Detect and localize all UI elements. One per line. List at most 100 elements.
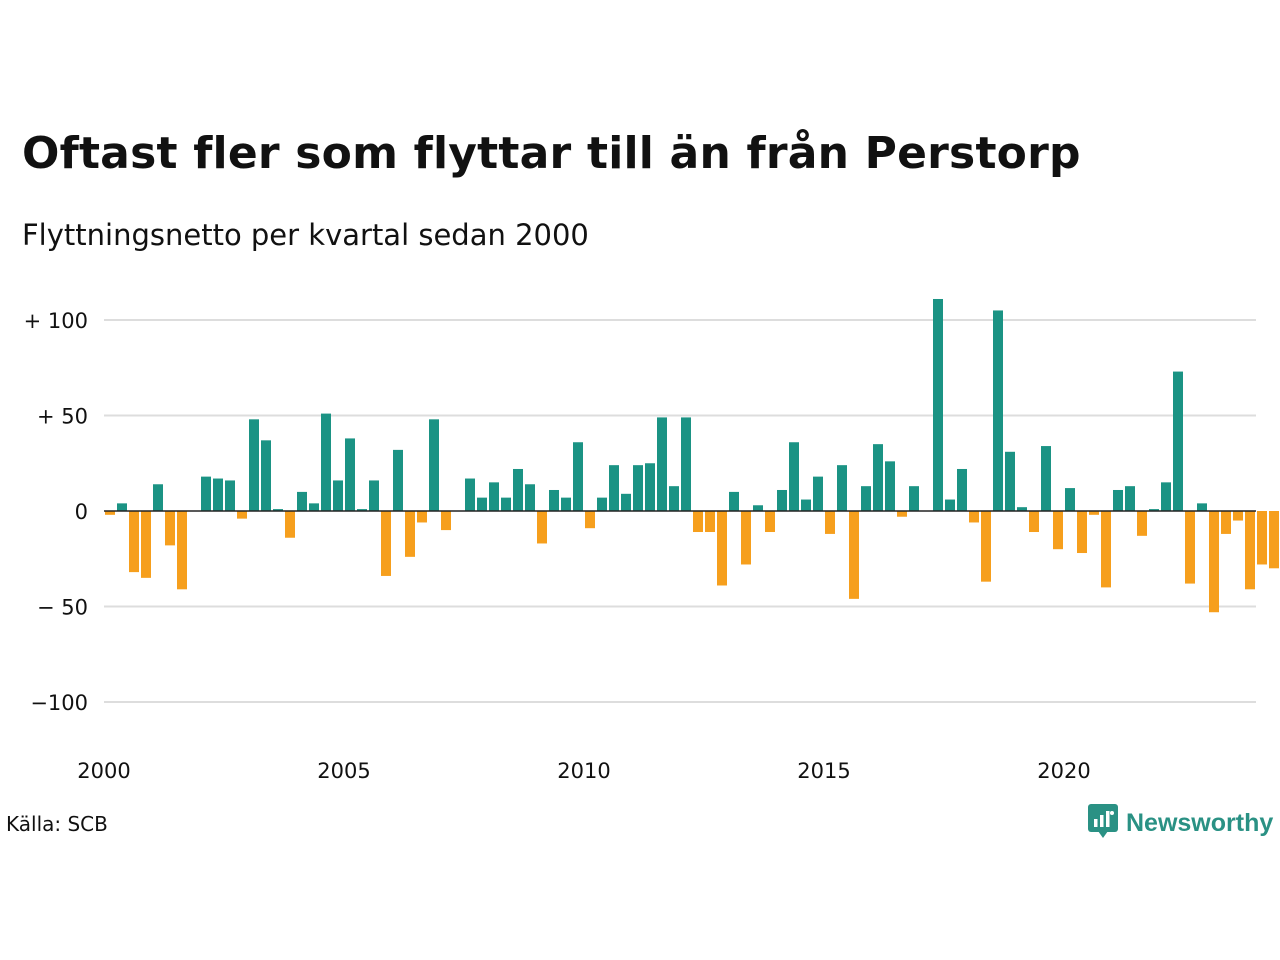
bar [789,442,799,511]
bar [729,491,739,511]
bar [873,444,883,511]
bar [957,468,967,511]
bar [621,493,631,511]
bar [705,511,715,533]
bar [585,511,595,529]
bar [1221,511,1231,534]
bar [741,511,751,565]
bar [837,465,847,511]
bar [597,497,607,511]
bar [657,417,667,511]
bar [273,509,283,511]
bar [537,511,547,544]
bar [513,468,523,511]
y-tick-label: + 100 [24,309,88,333]
bar [381,511,391,576]
bar [1161,482,1171,511]
x-tick-label: 2010 [557,759,610,783]
brand-name: Newsworthy [1126,808,1274,837]
bar [669,486,679,511]
bar [1233,511,1243,521]
bar [1041,446,1051,511]
bar [105,511,115,515]
bar [129,511,139,573]
bar [1113,489,1123,511]
bar [1149,509,1159,511]
bar [141,511,151,578]
bar [717,511,727,586]
y-tick-label: 0 [75,500,88,524]
bar [1209,511,1219,613]
bar [225,480,235,511]
bar [297,491,307,511]
bar [573,442,583,511]
bar [153,484,163,511]
bar [1053,511,1063,550]
bar [861,486,871,511]
y-axis-ticks: + 100 + 50 0 − 50 −100 [24,309,88,715]
bar [117,503,127,511]
bar [849,511,859,599]
bar [201,476,211,511]
bar [981,511,991,582]
x-tick-label: 2020 [1037,759,1090,783]
source-note: Källa: SCB [6,812,108,836]
bar [333,480,343,511]
bar [177,511,187,590]
bar [1197,503,1207,511]
y-tick-label: −100 [30,691,88,715]
bar [321,413,331,511]
bar [345,438,355,511]
bar [357,509,367,511]
bar [969,511,979,523]
bar [993,310,1003,511]
bar [429,419,439,511]
bar [1101,511,1111,588]
bar [693,511,703,533]
bar [441,511,451,531]
chart-subtitle: Flyttningsnetto per kvartal sedan 2000 [22,218,589,252]
bar [1017,507,1027,511]
bar [945,499,955,511]
bar [309,503,319,511]
bar [489,482,499,511]
bar [561,497,571,511]
bar [1077,511,1087,554]
bar [681,417,691,511]
bar [825,511,835,534]
chart-bubble-icon [1088,804,1118,842]
brand-logo[interactable]: Newsworthy [1088,804,1273,842]
bar [753,505,763,511]
bar [897,511,907,517]
bar [1125,486,1135,511]
bar [525,484,535,511]
bar [1089,511,1099,515]
bar [765,511,775,533]
y-tick-label: + 50 [37,405,88,429]
bar [1173,371,1183,511]
bar [1245,511,1255,590]
x-tick-label: 2005 [317,759,370,783]
x-axis-ticks: 2000 2005 2010 2015 2020 [77,759,1090,783]
bar [801,499,811,511]
bar [549,489,559,511]
bar [249,419,259,511]
bar [405,511,415,557]
bar [165,511,175,546]
bar [777,489,787,511]
bar [1185,511,1195,584]
bar [633,465,643,511]
bar [1137,511,1147,536]
bar [465,478,475,511]
bar [261,440,271,511]
bar [1065,488,1075,511]
x-tick-label: 2000 [77,759,130,783]
gridlines [104,319,1256,703]
bar [417,511,427,523]
bars [105,298,1279,613]
bar [1029,511,1039,533]
bar [1005,451,1015,511]
bar [645,463,655,511]
bar [369,480,379,511]
